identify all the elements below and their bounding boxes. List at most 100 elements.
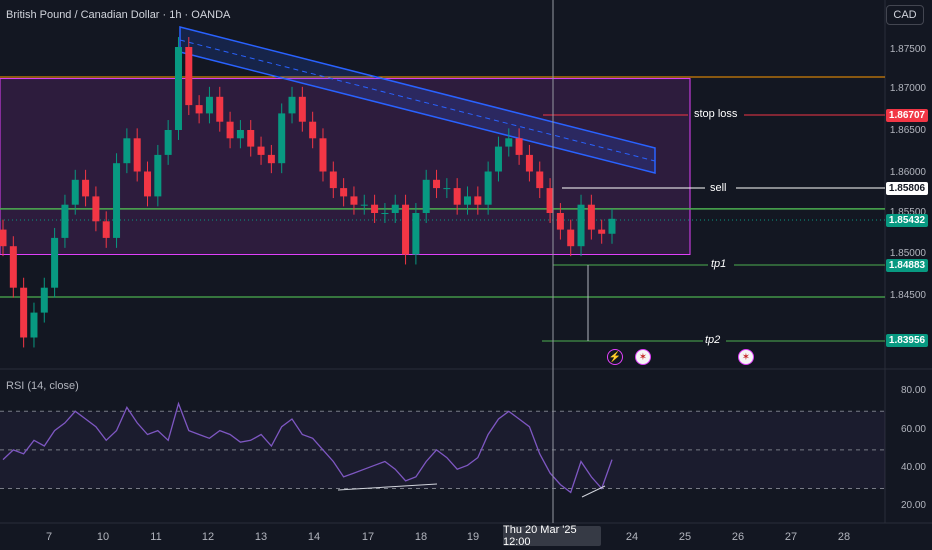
stop-loss-price-tag: 1.86707 xyxy=(886,109,928,122)
price-tick: 1.84500 xyxy=(889,290,926,301)
candle-body xyxy=(205,96,213,114)
rsi-tick: 80.00 xyxy=(900,385,926,396)
time-tick: 11 xyxy=(150,531,162,543)
candle-body xyxy=(195,105,203,114)
candle-body xyxy=(556,213,564,230)
candle-body xyxy=(144,171,152,197)
candle-body xyxy=(9,246,17,288)
candle-body xyxy=(340,188,348,197)
candle-body xyxy=(433,179,441,189)
candle-body xyxy=(350,196,358,205)
flag-icon[interactable]: ✶ xyxy=(738,349,754,365)
candle-body xyxy=(422,179,430,213)
candle-body xyxy=(494,146,502,172)
currency-button[interactable]: CAD xyxy=(886,5,924,25)
candle-body xyxy=(484,171,492,205)
time-tick: 28 xyxy=(837,531,851,543)
candle-body xyxy=(257,146,265,155)
time-tick: 17 xyxy=(361,531,375,543)
candle-body xyxy=(598,229,606,234)
candle-body xyxy=(82,179,90,197)
candle-body xyxy=(443,188,451,190)
candle-body xyxy=(174,47,182,130)
lightning-icon[interactable]: ⚡ xyxy=(607,349,623,365)
time-tick: 10 xyxy=(96,531,110,543)
candle-body xyxy=(412,213,420,255)
candle-body xyxy=(329,171,337,189)
price-tick: 1.87500 xyxy=(889,44,926,55)
rsi-tick: 60.00 xyxy=(900,424,926,435)
tp1-label: tp1 xyxy=(711,258,727,270)
price-tick: 1.85000 xyxy=(889,248,926,259)
candle-body xyxy=(267,154,275,164)
candle-body xyxy=(587,204,595,230)
tp2-price-tag: 1.83956 xyxy=(886,334,928,347)
sell-price-tag: 1.85806 xyxy=(886,182,928,195)
candle-body xyxy=(185,47,193,106)
candle-body xyxy=(102,221,110,238)
candle-body xyxy=(40,287,48,313)
time-tick: 18 xyxy=(414,531,428,543)
stop-loss-label: stop loss xyxy=(694,108,738,120)
current-price-tag: 1.85432 xyxy=(886,214,928,227)
time-tick: 12 xyxy=(201,531,215,543)
candle-body xyxy=(20,287,28,338)
candle-body xyxy=(402,204,410,255)
candle-body xyxy=(453,188,461,205)
crosshair-time-label: Thu 20 Mar '25 12:00 xyxy=(503,524,601,548)
price-tick: 1.86000 xyxy=(889,167,926,178)
rsi-divergence-line xyxy=(337,483,438,491)
time-tick: 24 xyxy=(625,531,639,543)
chart-title: British Pound / Canadian Dollar · 1h · O… xyxy=(6,9,231,21)
time-tick: 14 xyxy=(307,531,321,543)
time-tick: 26 xyxy=(731,531,745,543)
rsi-line xyxy=(2,401,613,494)
candle-body xyxy=(278,113,286,164)
rsi-title: RSI (14, close) xyxy=(6,380,79,392)
candle-body xyxy=(113,163,121,238)
candle-body xyxy=(61,204,69,238)
candle-body xyxy=(92,196,100,222)
time-tick: 7 xyxy=(45,531,53,543)
price-tick: 1.87000 xyxy=(889,83,926,94)
candle-body xyxy=(226,121,234,139)
candle-body xyxy=(288,96,296,114)
candle-body xyxy=(474,196,482,205)
candle-body xyxy=(371,204,379,213)
candle-body xyxy=(123,138,131,164)
candle-body xyxy=(577,204,585,247)
candle-body xyxy=(216,96,224,122)
time-tick: 25 xyxy=(678,531,692,543)
tp1-price-tag: 1.84883 xyxy=(886,259,928,272)
candle-body xyxy=(71,179,79,205)
candle-body xyxy=(360,204,368,206)
candle-body xyxy=(0,229,7,247)
candle-body xyxy=(51,237,59,288)
candle-body xyxy=(525,154,533,172)
sell-label: sell xyxy=(710,182,727,194)
candle-body xyxy=(164,130,172,155)
price-tick: 1.85500 xyxy=(889,207,926,218)
time-tick: 13 xyxy=(254,531,268,543)
candle-body xyxy=(298,96,306,122)
rsi-divergence-line xyxy=(581,485,606,498)
candle-body xyxy=(381,213,389,214)
candle-body xyxy=(608,218,616,234)
time-tick: 27 xyxy=(784,531,798,543)
time-tick: 19 xyxy=(466,531,480,543)
channel-midline xyxy=(179,39,656,162)
candle-body xyxy=(546,188,554,213)
candle-body xyxy=(536,171,544,189)
candle-body xyxy=(247,130,255,147)
candle-body xyxy=(133,138,141,172)
candle-body xyxy=(505,138,513,147)
candle-body xyxy=(309,121,317,139)
candle-body xyxy=(154,154,162,197)
candle-body xyxy=(30,312,38,338)
flag-icon[interactable]: ✶ xyxy=(635,349,651,365)
rsi-tick: 20.00 xyxy=(900,500,926,511)
candle-body xyxy=(391,204,399,213)
candle-body xyxy=(515,138,523,155)
tp2-label: tp2 xyxy=(705,334,721,346)
